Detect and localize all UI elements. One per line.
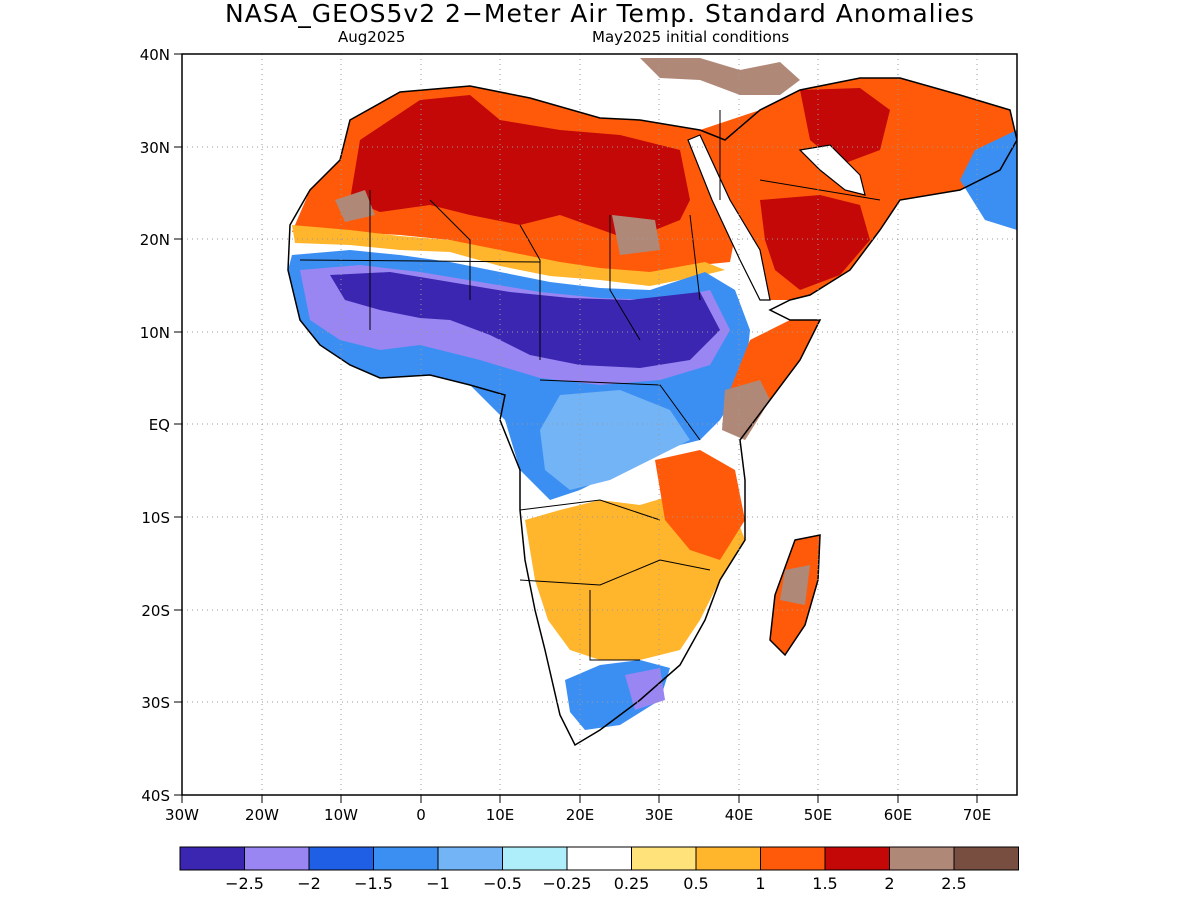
colorbar-swatch (631, 846, 697, 871)
lat-tick-label: 20N (140, 231, 170, 249)
lat-tick-label: 40N (140, 46, 170, 64)
sahara-strong-warm-anomaly (350, 95, 690, 240)
levant-extreme-anomaly (640, 58, 800, 95)
arabia-strong-warm-anomaly (760, 195, 870, 290)
horn-of-africa-extreme-anomaly (722, 380, 770, 440)
lon-tick-label: 50E (804, 806, 833, 824)
lon-tick-label: 20W (245, 806, 279, 824)
lat-tick-label: 30S (141, 694, 170, 712)
gridlines (182, 54, 1017, 795)
colorbar-swatch (244, 846, 310, 871)
colorbar-label: −1.5 (354, 874, 393, 893)
madagascar-coastline (769, 534, 821, 657)
east-africa-warm-anomaly (655, 450, 745, 560)
lon-tick-label: 0 (416, 806, 426, 824)
lat-tick-label: 30N (140, 139, 170, 157)
colorbar-label: 0.5 (683, 874, 708, 893)
initial-conditions: May2025 initial conditions (592, 28, 790, 46)
colorbar (179, 846, 1019, 871)
colorbar-label: 1.5 (812, 874, 837, 893)
colorbar-swatch (953, 846, 1019, 871)
lat-tick-label: 10S (141, 509, 170, 527)
coastline (287, 77, 1017, 747)
persian-gulf (798, 144, 866, 196)
lon-tick-label: 30E (645, 806, 674, 824)
colorbar-swatch (179, 846, 245, 871)
madagascar-extreme-anomaly (780, 565, 810, 605)
colorbar-label: −0.5 (483, 874, 522, 893)
lat-tick-label: 20S (141, 602, 170, 620)
sahel-orange-band (292, 225, 725, 286)
forecast-month: Aug2025 (338, 28, 406, 46)
colorbar-label: 1 (755, 874, 765, 893)
lat-tick-label: 10N (140, 324, 170, 342)
lon-tick-label: 10W (324, 806, 358, 824)
latitude-labels: 40N 30N 20N 10N EQ 10S 20S 30S 40S (140, 46, 170, 805)
colorbar-label: 0.25 (614, 874, 650, 893)
colorbar-swatch (308, 846, 374, 871)
longitude-labels: 30W 20W 10W 0 10E 20E 30E 40E 50E 60E 70… (165, 806, 991, 824)
colorbar-swatch (760, 846, 826, 871)
map-title: NASA_GEOS5v2 2−Meter Air Temp. Standard … (225, 0, 975, 28)
sahara-extreme-anomaly (335, 190, 375, 222)
congo-cold-anomaly (540, 390, 690, 490)
south-africa-strong-cold-anomaly (625, 668, 665, 710)
lon-tick-label: 20E (566, 806, 595, 824)
colorbar-swatch (373, 846, 439, 871)
anomaly-field (287, 58, 1017, 747)
country-borders (299, 110, 881, 661)
colorbar-swatch (502, 846, 568, 871)
colorbar-label: −1 (426, 874, 450, 893)
sahara-extreme-anomaly (612, 215, 660, 255)
tick-marks (174, 53, 978, 803)
india-cold-anomaly (960, 130, 1017, 230)
colorbar-swatch (889, 846, 955, 871)
colorbar-label: 2 (884, 874, 894, 893)
colorbar-label: −0.25 (542, 874, 591, 893)
lat-tick-label: EQ (149, 416, 170, 434)
colorbar-swatch (695, 846, 761, 871)
colorbar-label: −2.5 (225, 874, 264, 893)
lon-tick-label: 70E (963, 806, 992, 824)
lon-tick-label: 10E (486, 806, 515, 824)
colorbar-swatch (824, 846, 890, 871)
colorbar-label: 2.5 (941, 874, 966, 893)
colorbar-swatch (437, 846, 503, 871)
lon-tick-label: 40E (725, 806, 754, 824)
lat-tick-label: 40S (141, 787, 170, 805)
lon-tick-label: 30W (165, 806, 199, 824)
sahel-extreme-cold-anomaly (330, 272, 720, 368)
lon-tick-label: 60E (884, 806, 913, 824)
colorbar-labels: −2.5 −2 −1.5 −1 −0.5 −0.25 0.25 0.5 1 1.5 2 2.5 (225, 874, 967, 893)
colorbar-swatch (566, 846, 632, 871)
colorbar-label: −2 (297, 874, 321, 893)
red-sea (687, 134, 771, 301)
